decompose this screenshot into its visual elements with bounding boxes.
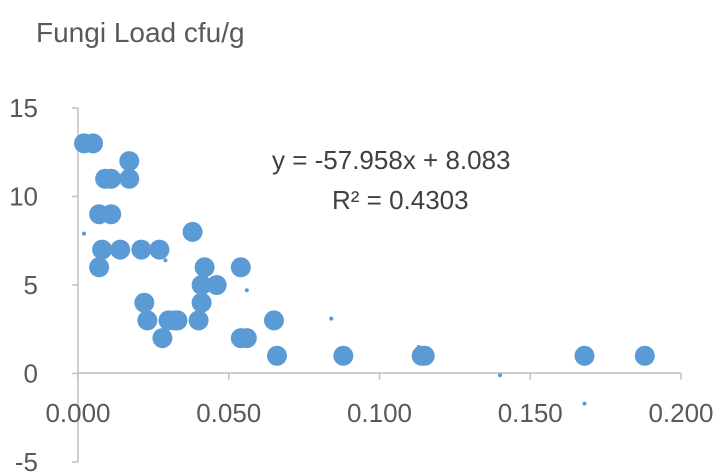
data-point bbox=[182, 221, 203, 242]
data-point bbox=[101, 204, 122, 225]
y-tick-label: 0 bbox=[24, 359, 38, 389]
trendline-equation: y = -57.958x + 8.083 bbox=[272, 145, 511, 175]
data-point bbox=[188, 310, 209, 331]
data-point bbox=[134, 292, 155, 313]
data-point bbox=[266, 345, 287, 366]
data-point bbox=[574, 345, 595, 366]
data-point bbox=[131, 239, 152, 260]
x-tick-label: 0.100 bbox=[347, 398, 412, 428]
data-point bbox=[137, 310, 158, 331]
data-point bbox=[191, 275, 212, 295]
data-point bbox=[634, 345, 655, 366]
small-marker bbox=[582, 401, 587, 406]
small-marker bbox=[82, 231, 87, 236]
small-marker bbox=[244, 288, 249, 293]
data-point bbox=[110, 239, 131, 260]
data-point bbox=[263, 310, 284, 331]
x-tick-label: 0.050 bbox=[196, 398, 261, 428]
data-point bbox=[230, 257, 251, 278]
data-point bbox=[152, 328, 173, 349]
y-axis-ticks: -5 0 5 10 15 bbox=[9, 93, 78, 474]
data-point bbox=[119, 168, 140, 189]
r-squared-label: R² = 0.4303 bbox=[332, 185, 469, 215]
data-point bbox=[194, 257, 215, 278]
data-point bbox=[236, 328, 257, 349]
data-point bbox=[83, 133, 104, 154]
data-point bbox=[119, 151, 140, 172]
chart-title: Fungi Load cfu/g bbox=[36, 17, 245, 48]
data-points bbox=[74, 133, 655, 366]
small-marker bbox=[329, 316, 334, 321]
x-tick-label: 0.150 bbox=[498, 398, 563, 428]
x-axis-ticks: 0.000 0.050 0.100 0.150 0.200 bbox=[45, 373, 714, 428]
y-tick-label: 15 bbox=[9, 93, 38, 123]
data-point bbox=[92, 239, 113, 260]
x-tick-label: 0.000 bbox=[45, 398, 110, 428]
y-tick-label: 10 bbox=[9, 182, 38, 212]
y-tick-label: 5 bbox=[24, 270, 38, 300]
small-marker bbox=[163, 258, 168, 263]
x-tick-label: 0.200 bbox=[648, 398, 713, 428]
data-point bbox=[101, 168, 122, 189]
data-point bbox=[89, 257, 110, 278]
data-point bbox=[149, 239, 170, 260]
data-point bbox=[167, 310, 188, 331]
y-tick-label: -5 bbox=[15, 447, 38, 474]
data-point bbox=[206, 275, 227, 295]
data-point bbox=[333, 345, 354, 366]
small-marker bbox=[498, 373, 503, 378]
small-markers bbox=[82, 231, 587, 406]
data-point bbox=[414, 345, 435, 366]
data-point bbox=[191, 292, 212, 313]
